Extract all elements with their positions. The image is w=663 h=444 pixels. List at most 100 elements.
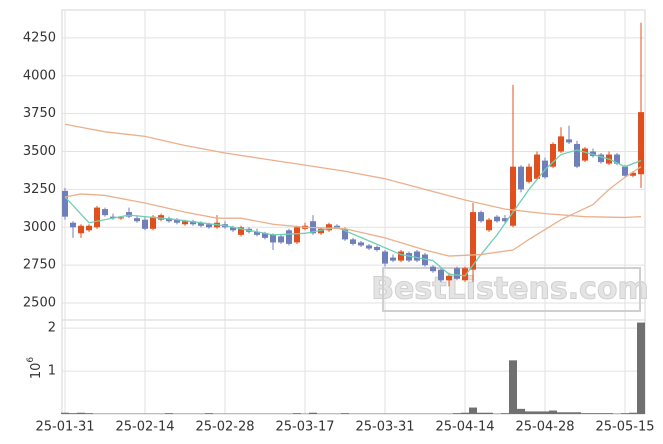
candle-body: [374, 246, 380, 250]
candle-body: [118, 217, 124, 219]
x-tick-label: 25-04-28: [515, 420, 574, 435]
candle-body: [406, 253, 412, 261]
candle-body: [486, 219, 492, 231]
volume-bar: [453, 413, 461, 414]
moving-average-line: [64, 149, 642, 277]
candle-body: [638, 112, 644, 175]
candle-body: [342, 228, 348, 240]
x-tick-label: 25-04-14: [435, 420, 494, 435]
candle-body: [102, 209, 108, 216]
candle-body: [358, 242, 364, 246]
candle-body: [270, 234, 276, 243]
y-tick-label: 3750: [23, 106, 56, 121]
x-tick-label: 25-01-31: [35, 420, 94, 435]
volume-bar: [629, 412, 637, 414]
y-tick-label: 4250: [23, 30, 56, 45]
candle-body: [86, 225, 92, 231]
candle-body: [534, 154, 540, 179]
candle-body: [278, 236, 284, 243]
volume-bar: [541, 411, 549, 414]
watermark-box: [382, 267, 641, 312]
candle-body: [158, 215, 164, 220]
candle-body: [398, 251, 404, 261]
candle-body: [134, 218, 140, 222]
candle-body: [198, 222, 204, 226]
volume-bar: [61, 412, 69, 414]
y-tick-label: 3000: [23, 220, 56, 235]
volume-bar: [517, 408, 525, 414]
volume-bar: [621, 413, 629, 414]
panel-frame: [61, 319, 646, 415]
volume-bar: [205, 413, 213, 414]
volume-bar: [549, 410, 557, 414]
candle-body: [62, 190, 68, 217]
candle-body: [94, 207, 100, 228]
volume-bar: [309, 412, 317, 414]
candle-body: [462, 268, 468, 281]
candle-body: [110, 216, 116, 219]
candle-body: [574, 143, 580, 167]
volume-bar: [605, 413, 613, 414]
x-tick-label: 25-03-17: [275, 420, 334, 435]
candle-body: [614, 154, 620, 164]
candle-body: [166, 218, 172, 222]
candle-body: [590, 151, 596, 157]
candle-body: [422, 254, 428, 266]
candle-body: [334, 225, 340, 228]
candle-body: [494, 216, 500, 222]
candle-body: [190, 221, 196, 225]
volume-bar: [637, 322, 645, 414]
volume-bar: [597, 413, 605, 414]
grid-layer: [61, 9, 646, 415]
candle-body: [70, 222, 76, 228]
volume-bar: [501, 413, 509, 414]
candle-body: [390, 257, 396, 261]
candle-body: [446, 275, 452, 281]
volume-bar: [573, 412, 581, 414]
candle-body: [502, 218, 508, 222]
candle-body: [142, 219, 148, 229]
y-tick-label: 3250: [23, 182, 56, 197]
volume-bar: [461, 412, 469, 414]
y-tick-label: 1: [48, 364, 56, 379]
candle-body: [182, 221, 188, 225]
x-tick-label: 25-02-28: [195, 420, 254, 435]
x-tick-label: 25-03-31: [355, 420, 414, 435]
candle-body: [582, 148, 588, 161]
y-tick-label: 3500: [23, 144, 56, 159]
volume-bar: [77, 412, 85, 414]
candle-body: [174, 219, 180, 223]
x-tick-label: 25-02-14: [115, 420, 174, 435]
x-tick-label: 25-05-15: [595, 420, 654, 435]
volume-bar: [165, 413, 173, 414]
y-tick-label: 2: [48, 321, 56, 336]
volume-bar: [525, 411, 533, 414]
candle-body: [430, 266, 436, 272]
volume-bar: [469, 407, 477, 414]
volume-bar: [565, 412, 573, 414]
candle-body: [566, 139, 572, 143]
candle-body: [366, 245, 372, 249]
candle-body: [526, 166, 532, 182]
candle-body: [550, 143, 556, 167]
moving-average-line: [64, 123, 642, 219]
candle-body: [286, 230, 292, 244]
candle-body: [350, 239, 356, 244]
candle-body: [78, 225, 84, 234]
candle-body: [318, 228, 324, 234]
volume-bar: [341, 413, 349, 414]
candle-body: [414, 251, 420, 261]
y-label-base: 10: [29, 363, 44, 380]
volume-bar: [581, 413, 589, 414]
candle-body: [630, 172, 636, 176]
candle-body: [126, 212, 132, 217]
volume-bar: [477, 412, 485, 414]
y-tick-label: 2500: [23, 296, 56, 311]
volume-bar: [557, 412, 565, 414]
candle-body: [150, 216, 156, 229]
volume-bar: [509, 360, 517, 414]
candle-body: [478, 212, 484, 222]
candle-body: [326, 224, 332, 231]
y-label-exponent: 6: [26, 357, 36, 363]
volume-bar: [589, 413, 597, 414]
